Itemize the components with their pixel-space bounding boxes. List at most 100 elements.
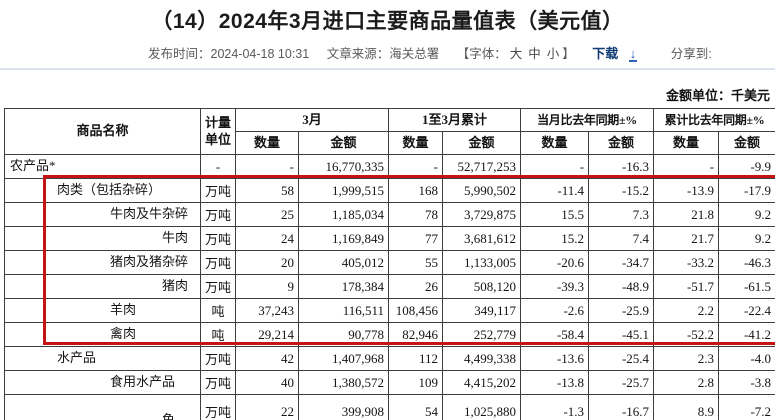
qty-mom-cell: -58.4 [520,322,590,347]
amt-mom-cell: -34.7 [588,250,655,275]
commodity-name-cell: 冻鱼 [4,394,201,420]
qty-mom-cell: -2.6 [520,298,590,323]
commodity-name: 肉类（包括杂碎） [57,182,162,198]
amt-mom-cell: -25.9 [588,298,655,323]
unit-cell: 万吨 [200,394,236,420]
table-row: 食用水产品 万吨 40 1,380,572 109 4,415,202 -13.8 -25.7… [4,370,775,395]
table-header: 商品名称 计量单位 3月 1至3月累计 当月比去年同期±% 累计比去年同期±% … [4,108,775,155]
col-header-amt-yoy: 金额 [718,131,775,155]
amt-cum-cell: 349,117 [442,298,522,323]
font-size-large-button[interactable]: 大 [509,47,523,61]
amt-yoy-cell: -4.0 [718,346,775,371]
font-label-end: 】 [562,47,575,61]
qty-mom-cell: -13.8 [520,370,590,395]
qty-cum-cell: 78 [388,202,444,227]
qty-march-cell: 42 [235,346,299,371]
amt-mom-cell: -48.9 [588,274,655,299]
commodity-name-cell: 水产品 [4,346,201,371]
publish-time: 发布时间：2024-04-18 10:31 [148,47,310,61]
amt-cum-cell: 508,120 [442,274,522,299]
font-size-medium-button[interactable]: 中 [528,47,541,61]
table-row: 禽肉 吨 29,214 90,778 82,946 252,779 -58.4 -45.1 -5… [4,322,775,347]
qty-yoy-cell: 2.8 [653,370,720,395]
qty-march-cell: 22 [235,394,299,420]
amt-march-cell: 178,384 [297,274,390,299]
commodity-name: 牛肉 [162,230,189,246]
download-icon[interactable]: ↓ [628,46,638,62]
qty-yoy-cell: -51.7 [653,274,720,299]
unit-note: 金额单位：千美元 [665,88,770,103]
amt-yoy-cell: -17.9 [718,178,775,203]
commodity-name: 猪肉及猪杂碎 [110,254,189,270]
table-row: 羊肉 吨 37,243 116,511 108,456 349,117 -2.6 -25.9 2… [4,298,775,323]
table-row: 猪肉 万吨 9 178,384 26 508,120 -39.3 -48.9 -51.7 -61.… [4,274,775,299]
qty-mom-cell: -20.6 [520,250,590,275]
amt-yoy-cell: -7.2 [718,394,775,420]
amt-march-cell: 16,770,335 [297,154,390,179]
amt-mom-cell: -15.2 [588,178,655,203]
table-row: 猪肉及猪杂碎 万吨 20 405,012 55 1,133,005 -20.6 -34.7 -3… [4,250,775,275]
amt-mom-cell: 7.4 [588,226,655,251]
qty-cum-cell: 109 [388,370,444,395]
qty-cum-cell: 168 [388,178,444,203]
amt-yoy-cell: -9.9 [718,154,775,179]
amt-mom-cell: -25.7 [588,370,655,395]
amt-yoy-cell: -41.2 [718,322,775,347]
commodity-name-cell: 猪肉 [4,274,201,299]
share-label: 分享到: [670,47,712,61]
amt-mom-cell: -16.7 [588,394,655,420]
col-header-qty-yoy: 数量 [653,131,720,155]
col-header-amt-mom: 金额 [588,131,655,155]
qty-mom-cell: -11.4 [520,178,590,203]
amt-march-cell: 116,511 [297,298,390,323]
amt-yoy-cell: -46.3 [718,250,775,275]
qty-march-cell: 58 [235,178,299,203]
col-header-unit: 计量单位 [200,108,236,155]
download-link[interactable]: 下载 [592,46,619,61]
amt-cum-cell: 4,415,202 [442,370,522,395]
table-row: 牛肉及牛杂碎 万吨 25 1,185,034 78 3,729,875 15.5 7.3 21.… [4,202,775,227]
divider [0,68,775,70]
col-header-amt-march: 金额 [297,131,390,155]
commodity-name: 羊肉 [110,302,137,318]
qty-cum-cell: 112 [388,346,444,371]
amt-cum-cell: 4,499,338 [442,346,522,371]
unit-cell: 万吨 [200,370,236,395]
qty-yoy-cell: -33.2 [653,250,720,275]
table-row: 农产品* - -16,770,335-52,717,253- -16.3- -9.9 [4,154,775,179]
amt-march-cell: 1,380,572 [297,370,390,395]
unit-cell: 万吨 [200,202,236,227]
qty-mom-cell: 15.5 [520,202,590,227]
qty-cum-cell: 54 [388,394,444,420]
commodity-name: 农产品* [10,158,56,174]
unit-cell: 万吨 [200,178,236,203]
unit-cell: 万吨 [200,274,236,299]
amt-yoy-cell: -61.5 [718,274,775,299]
qty-march-cell: 25 [235,202,299,227]
qty-cum-cell: - [388,154,444,179]
amt-march-cell: 1,999,515 [297,178,390,203]
qty-march-cell: 20 [235,250,299,275]
amt-cum-cell: 3,729,875 [442,202,522,227]
amt-mom-cell: -25.4 [588,346,655,371]
font-size-small-button[interactable]: 小 [546,47,560,61]
table-row: 肉类（包括杂碎） 万吨 58 1,999,515 168 5,990,502 -11.4 -1… [4,178,775,203]
commodity-name-cell: 食用水产品 [4,370,201,395]
amt-mom-cell: 7.3 [588,202,655,227]
meta-bar: 发布时间：2024-04-18 10:31 文章来源：海关总署 【字体：大中小】… [148,46,712,62]
commodity-table: 商品名称 计量单位 3月 1至3月累计 当月比去年同期±% 累计比去年同期±% … [4,108,775,420]
commodity-name-cell: 牛肉 [4,226,201,251]
unit-cell: 万吨 [200,226,236,251]
col-group-cumulative: 1至3月累计 [388,108,522,132]
col-group-march: 3月 [234,108,390,132]
amt-cum-cell: 252,779 [442,322,522,347]
amt-cum-cell: 1,133,005 [442,250,522,275]
unit-cell: 万吨 [200,346,236,371]
qty-march-cell: 9 [235,274,299,299]
commodity-name: 水产品 [57,350,97,366]
amt-mom-cell: -45.1 [588,322,655,347]
qty-march-cell: 37,243 [235,298,299,323]
amt-yoy-cell: 9.2 [718,226,775,251]
